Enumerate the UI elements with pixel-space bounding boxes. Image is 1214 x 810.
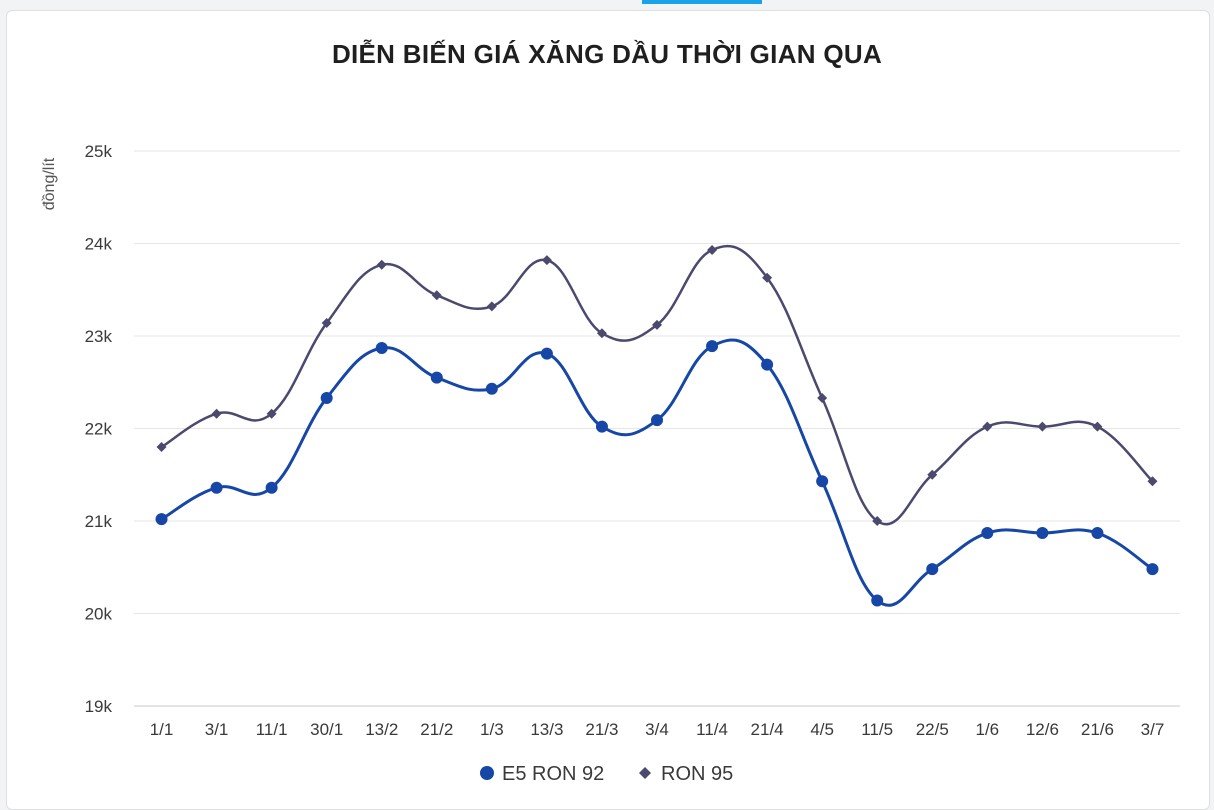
data-point-e5-ron-92[interactable]: [926, 563, 939, 576]
x-tick-label: 1/6: [975, 720, 999, 739]
legend-label: RON 95: [661, 763, 733, 785]
data-point-e5-ron-92[interactable]: [1146, 563, 1159, 576]
data-point-e5-ron-92[interactable]: [540, 347, 553, 360]
series-line-e5-ron-92: [160, 338, 1154, 607]
data-point-e5-ron-92[interactable]: [816, 475, 829, 488]
data-point-ron-95[interactable]: [266, 408, 277, 419]
data-point-ron-95[interactable]: [707, 244, 718, 255]
x-tick-label: 11/5: [861, 720, 893, 739]
data-point-e5-ron-92[interactable]: [651, 414, 663, 427]
top-accent-bar: [642, 0, 762, 4]
x-tick-label: 1/1: [150, 720, 174, 739]
chart-title: DIỄN BIẾN GIÁ XĂNG DẦU THỜI GIAN QUA: [332, 39, 882, 69]
data-point-ron-95[interactable]: [431, 290, 442, 301]
data-point-e5-ron-92[interactable]: [430, 371, 443, 384]
y-axis-label: đồng/lít: [41, 157, 58, 210]
data-point-e5-ron-92[interactable]: [981, 527, 994, 540]
x-tick-label: 11/1: [256, 720, 288, 739]
x-tick-label: 12/6: [1026, 720, 1059, 739]
x-tick-label: 4/5: [810, 720, 834, 739]
x-tick-label: 11/4: [696, 720, 728, 739]
data-point-e5-ron-92[interactable]: [761, 358, 774, 371]
y-tick-label: 19k: [85, 697, 113, 716]
y-tick-label: 22k: [85, 420, 113, 439]
data-point-e5-ron-92[interactable]: [265, 481, 278, 494]
legend-item-ron-95[interactable]: RON 95: [639, 763, 733, 785]
legend-item-e5-ron-92[interactable]: E5 RON 92: [480, 763, 604, 785]
x-tick-label: 1/3: [480, 720, 504, 739]
data-point-e5-ron-92[interactable]: [706, 340, 719, 353]
x-tick-label: 3/1: [205, 720, 229, 739]
data-point-ron-95[interactable]: [1092, 421, 1103, 432]
x-tick-label: 13/2: [365, 720, 398, 739]
x-tick-label: 13/3: [530, 720, 563, 739]
y-tick-label: 21k: [85, 512, 113, 531]
data-point-ron-95[interactable]: [321, 318, 332, 329]
data-point-ron-95[interactable]: [982, 421, 993, 432]
legend-marker-diamond-icon: [639, 767, 651, 779]
legend-label: E5 RON 92: [502, 763, 604, 785]
y-tick-label: 25k: [85, 142, 113, 161]
data-point-ron-95[interactable]: [1037, 421, 1048, 432]
x-tick-label: 30/1: [310, 720, 343, 739]
x-tick-label: 21/3: [585, 720, 618, 739]
line-chart: DIỄN BIẾN GIÁ XĂNG DẦU THỜI GIAN QUA đồn…: [41, 39, 1180, 785]
chart-card: [6, 10, 1210, 810]
data-point-ron-95[interactable]: [762, 272, 773, 283]
x-tick-label: 21/6: [1081, 720, 1114, 739]
series-line-ron-95: [160, 245, 1154, 526]
data-point-ron-95[interactable]: [1147, 476, 1158, 487]
data-point-ron-95[interactable]: [927, 469, 938, 480]
data-point-e5-ron-92[interactable]: [1091, 527, 1104, 540]
x-tick-label: 21/4: [751, 720, 784, 739]
data-point-ron-95[interactable]: [486, 301, 497, 312]
data-point-ron-95[interactable]: [376, 259, 387, 270]
data-point-e5-ron-92[interactable]: [1036, 527, 1049, 540]
x-tick-label: 21/2: [420, 720, 453, 739]
data-point-ron-95[interactable]: [596, 328, 607, 339]
data-point-ron-95[interactable]: [817, 392, 828, 403]
y-tick-label: 20k: [85, 605, 113, 624]
x-tick-label: 22/5: [916, 720, 949, 739]
data-point-e5-ron-92[interactable]: [155, 513, 168, 526]
data-point-ron-95[interactable]: [211, 408, 222, 419]
data-point-ron-95[interactable]: [652, 319, 662, 330]
data-point-e5-ron-92[interactable]: [871, 594, 884, 607]
data-point-e5-ron-92[interactable]: [595, 420, 608, 433]
y-tick-label: 23k: [85, 327, 113, 346]
data-point-ron-95[interactable]: [541, 255, 552, 266]
data-point-e5-ron-92[interactable]: [375, 342, 388, 355]
data-point-ron-95[interactable]: [872, 516, 883, 526]
x-tick-label: 3/4: [645, 720, 669, 739]
x-tick-label: 3/7: [1141, 720, 1165, 739]
data-point-ron-95[interactable]: [156, 442, 167, 452]
data-point-e5-ron-92[interactable]: [210, 481, 223, 494]
data-point-e5-ron-92[interactable]: [485, 382, 498, 395]
data-point-e5-ron-92[interactable]: [320, 391, 333, 404]
legend-marker-circle-icon: [480, 766, 494, 780]
y-tick-label: 24k: [85, 235, 113, 254]
